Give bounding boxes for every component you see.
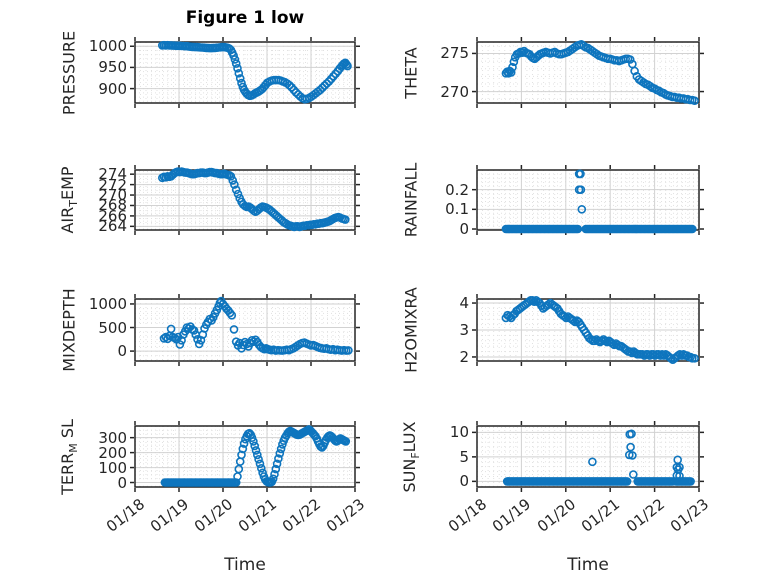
y-axis-label: THETA [401, 46, 421, 99]
x-tick-label: 01/22 [278, 495, 325, 536]
subplot-terr-msl: 0 100 200 300 TERRM SL 01/18 01/19 01/20 01/21 01… [58, 419, 368, 536]
y-tick-label: 900 [98, 79, 127, 98]
y-tick-label: 0.1 [445, 200, 469, 219]
plot-canvas [130, 294, 360, 366]
plot-canvas [472, 165, 704, 235]
plot-canvas [472, 294, 704, 366]
subplot-mixdepth: 0 500 1000 MIXDEPTH [60, 288, 360, 372]
figure-title: Figure 1 low [185, 8, 305, 28]
y-tick-label: 5 [459, 447, 469, 466]
y-tick-label: 500 [98, 318, 127, 337]
x-tick-label: 01/18 [444, 495, 491, 536]
y-tick-label: 275 [440, 44, 469, 63]
y-tick-label: 0 [459, 220, 469, 239]
x-tick-label: 01/20 [533, 495, 579, 536]
subplot-h2omixra: 2 3 4 H2OMIXRA [402, 287, 704, 373]
x-tick-label: 01/21 [578, 495, 624, 536]
subplot-air-temp: 264 266 268 270 272 274 AIRTEMP [58, 165, 360, 235]
x-tick-label: 01/20 [190, 495, 237, 536]
x-tick-label: 01/19 [146, 495, 193, 536]
y-tick-label: 268 [98, 196, 127, 215]
x-tick-label: 01/21 [234, 495, 281, 536]
x-tick-label: 01/23 [322, 495, 369, 536]
y-tick-label: 3 [459, 321, 469, 339]
y-axis-label: RAINFALL [401, 162, 421, 238]
data-markers [502, 429, 695, 486]
subplot-theta: 270 275 THETA [402, 37, 704, 108]
plot-canvas [130, 37, 360, 108]
y-axis-label: PRESSURE [59, 30, 79, 115]
x-tick-label: 01/23 [666, 495, 713, 536]
y-tick-label: 300 [98, 428, 127, 447]
y-axis-label: SUNFLUX [399, 421, 423, 492]
subplot-rainfall: 0 0.1 0.2 RAINFALL [402, 163, 704, 238]
y-tick-label: 266 [98, 206, 127, 225]
y-tick-label: 10 [449, 423, 469, 442]
plot-canvas [130, 421, 360, 492]
y-tick-label: 270 [440, 82, 469, 101]
y-tick-label: 0 [117, 342, 127, 361]
y-tick-label: 0 [117, 473, 127, 492]
data-markers [159, 296, 353, 355]
y-tick-label: 4 [459, 294, 469, 313]
data-markers [501, 39, 699, 106]
x-tick-label: 01/19 [489, 495, 535, 536]
plot-canvas [130, 165, 360, 235]
y-tick-label: 274 [98, 165, 127, 184]
y-tick-label: 264 [98, 217, 127, 236]
data-markers [160, 425, 351, 487]
data-markers [157, 40, 352, 104]
y-tick-label: 0.2 [445, 180, 469, 199]
x-axis-title-right: Time [567, 555, 609, 575]
y-tick-label: 0 [459, 472, 469, 491]
y-tick-label: 950 [98, 58, 127, 77]
y-tick-label: 1000 [88, 294, 127, 313]
x-tick-label: 01/22 [622, 495, 668, 536]
y-axis-label: TERRM SL [57, 418, 81, 495]
y-axis-label: H2OMIXRA [401, 287, 421, 373]
data-markers [501, 169, 697, 234]
y-tick-label: 2 [459, 347, 469, 366]
x-axis-title-left: Time [224, 555, 266, 575]
y-tick-label: 1000 [88, 37, 127, 56]
plot-canvas [472, 37, 704, 108]
y-tick-label: 100 [98, 458, 127, 477]
x-tick-label: 01/18 [102, 495, 149, 536]
y-tick-label: 200 [98, 443, 127, 462]
subplot-pressure: 900 950 1000 PRESSURE [60, 30, 360, 115]
y-tick-label: 270 [98, 186, 127, 205]
y-axis-label: AIRTEMP [57, 166, 81, 234]
y-axis-label: MIXDEPTH [59, 288, 79, 372]
plot-canvas [472, 421, 704, 492]
data-markers [501, 295, 699, 365]
y-tick-label: 272 [98, 175, 127, 194]
data-markers [157, 167, 350, 232]
subplot-sun-flux: 0 5 10 SUNFLUX 01/18 01/19 01/20 01/21 01/22 01/2… [400, 421, 712, 536]
